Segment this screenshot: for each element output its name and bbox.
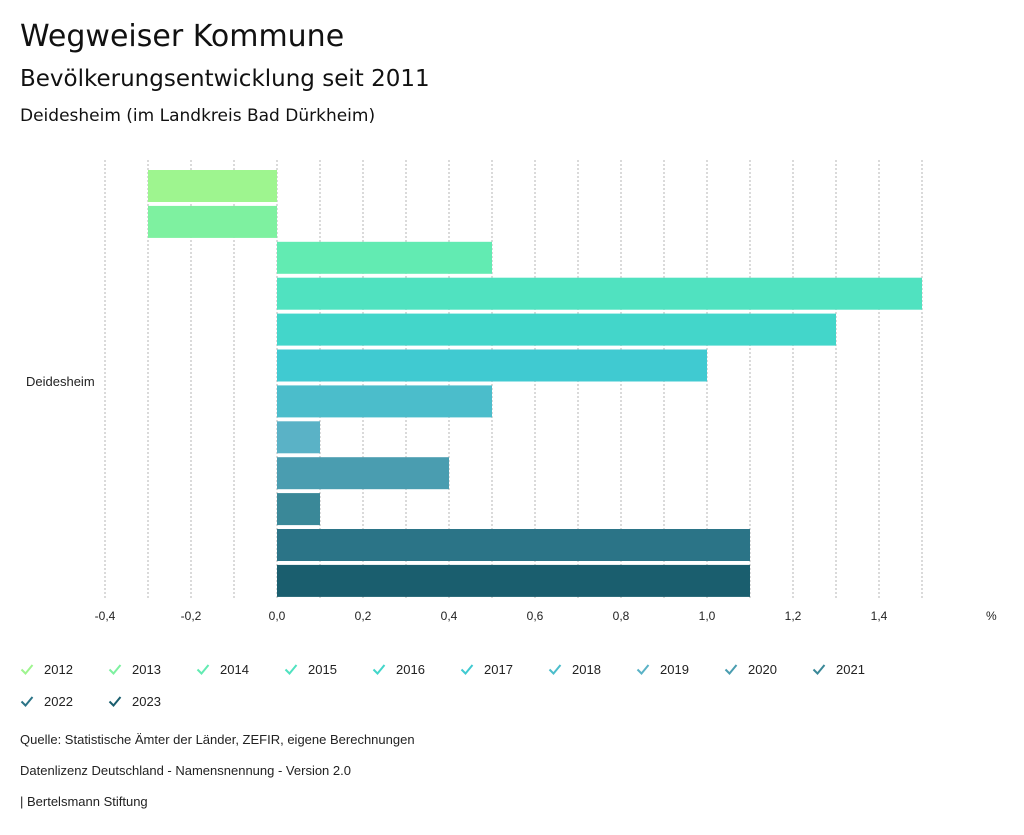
legend-label: 2020 <box>748 661 777 677</box>
bars <box>148 170 922 597</box>
legend-item-2015[interactable]: 2015 <box>284 658 337 680</box>
x-tick-label: 1,4 <box>871 609 888 623</box>
checkmark-icon <box>108 664 122 675</box>
legend-item-2023[interactable]: 2023 <box>108 690 161 712</box>
bar-2019[interactable] <box>277 421 320 454</box>
bar-2016[interactable] <box>277 313 836 346</box>
bar-2017[interactable] <box>277 349 707 382</box>
legend-item-2021[interactable]: 2021 <box>812 658 865 680</box>
axis-unit-label: % <box>986 609 997 623</box>
bar-2022[interactable] <box>277 529 750 561</box>
license-note: Datenlizenz Deutschland - Namensnennung … <box>20 763 351 778</box>
region-label: Deidesheim (im Landkreis Bad Dürkheim) <box>20 106 376 126</box>
checkmark-icon <box>284 664 298 675</box>
legend-label: 2013 <box>132 661 161 677</box>
x-tick-label: 0,8 <box>613 609 630 623</box>
x-tick-label: 0,0 <box>269 609 286 623</box>
x-axis: -0,4 -0,2 0,0 0,2 0,4 0,6 0,8 1,0 1,2 1,4 <box>95 609 888 623</box>
legend-label: 2021 <box>836 661 865 677</box>
chart-title: Wegweiser Kommune <box>20 19 345 54</box>
checkmark-icon <box>372 664 386 675</box>
legend-label: 2014 <box>220 661 249 677</box>
legend-item-2016[interactable]: 2016 <box>372 658 425 680</box>
legend-label: 2012 <box>44 661 73 677</box>
bar-2018[interactable] <box>277 385 492 418</box>
checkmark-icon <box>812 664 826 675</box>
checkmark-icon <box>20 664 34 675</box>
legend-item-2014[interactable]: 2014 <box>196 658 249 680</box>
publisher-note: | Bertelsmann Stiftung <box>20 794 148 809</box>
legend-item-2022[interactable]: 2022 <box>20 690 73 712</box>
checkmark-icon <box>20 696 34 707</box>
bar-2014[interactable] <box>277 241 492 274</box>
bar-2015[interactable] <box>277 277 922 310</box>
legend-item-2020[interactable]: 2020 <box>724 658 777 680</box>
x-tick-label: 1,0 <box>699 609 716 623</box>
x-tick-label: -0,4 <box>95 609 116 623</box>
bar-2020[interactable] <box>277 457 449 490</box>
checkmark-icon <box>548 664 562 675</box>
x-tick-label: 0,4 <box>441 609 458 623</box>
bar-chart: -0,4 -0,2 0,0 0,2 0,4 0,6 0,8 1,0 1,2 1,4 Deidesh… <box>26 160 997 623</box>
checkmark-icon <box>196 664 210 675</box>
checkmark-icon <box>460 664 474 675</box>
bar-2013[interactable] <box>148 205 277 238</box>
category-label-deidesheim: Deidesheim <box>26 374 95 389</box>
legend-item-2018[interactable]: 2018 <box>548 658 601 680</box>
legend-label: 2016 <box>396 661 425 677</box>
legend-item-2012[interactable]: 2012 <box>20 658 73 680</box>
legend-label: 2022 <box>44 693 73 709</box>
x-tick-label: 1,2 <box>785 609 802 623</box>
legend-item-2019[interactable]: 2019 <box>636 658 689 680</box>
x-tick-label: 0,2 <box>355 609 372 623</box>
legend-label: 2023 <box>132 693 161 709</box>
source-note: Quelle: Statistische Ämter der Länder, Z… <box>20 732 415 747</box>
bar-2021[interactable] <box>277 493 320 526</box>
checkmark-icon <box>108 696 122 707</box>
bar-2012[interactable] <box>148 170 277 202</box>
legend-label: 2019 <box>660 661 689 677</box>
bar-2023[interactable] <box>277 564 750 597</box>
x-tick-label: 0,6 <box>527 609 544 623</box>
legend-item-2013[interactable]: 2013 <box>108 658 161 680</box>
legend-label: 2015 <box>308 661 337 677</box>
legend-label: 2018 <box>572 661 601 677</box>
legend-label: 2017 <box>484 661 513 677</box>
checkmark-icon <box>636 664 650 675</box>
checkmark-icon <box>724 664 738 675</box>
chart-subtitle: Bevölkerungsentwicklung seit 2011 <box>20 66 430 92</box>
x-tick-label: -0,2 <box>181 609 202 623</box>
legend-item-2017[interactable]: 2017 <box>460 658 513 680</box>
